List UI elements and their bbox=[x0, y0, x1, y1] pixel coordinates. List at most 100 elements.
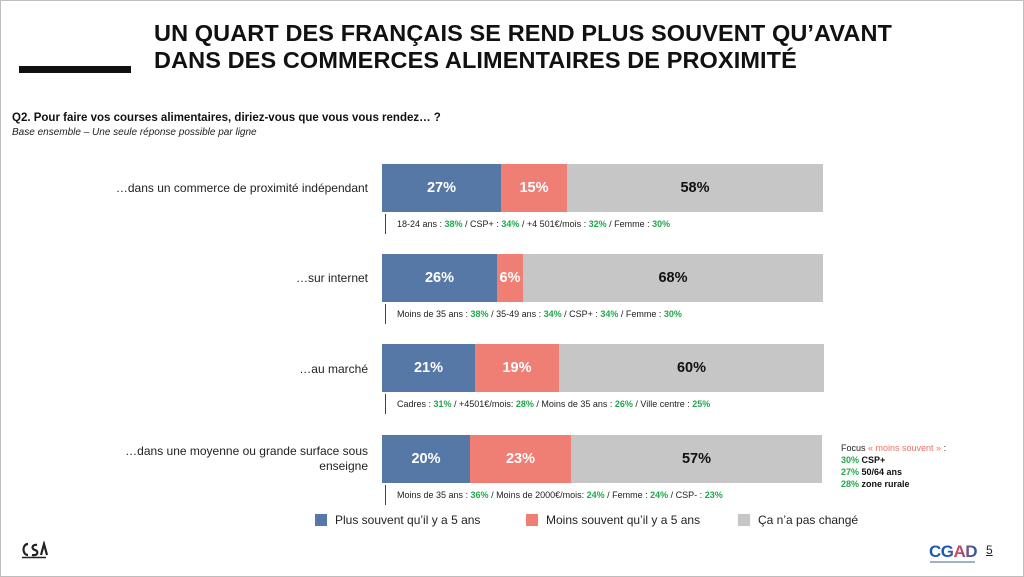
bar-segment: 27% bbox=[382, 164, 501, 212]
focus-heading-highlight: « moins souvent » bbox=[868, 443, 942, 453]
data-label: 15% bbox=[519, 180, 549, 196]
focus-line: 27% 50/64 ans bbox=[841, 466, 946, 478]
legend-label: Plus souvent qu’il y a 5 ans bbox=[335, 513, 481, 527]
bar-segment: 19% bbox=[475, 344, 559, 392]
focus-text: zone rurale bbox=[859, 479, 910, 489]
note-label: / CSP+ : bbox=[462, 219, 502, 229]
bar-segment: 21% bbox=[382, 344, 475, 392]
focus-text: 50/64 ans bbox=[859, 467, 903, 477]
focus-box: Focus « moins souvent » : 30% CSP+ 27% 5… bbox=[841, 442, 946, 490]
note-label: / Moins de 35 ans : bbox=[533, 399, 615, 409]
data-label: 6% bbox=[499, 270, 521, 286]
category-label: …dans un commerce de proximité indépenda… bbox=[115, 181, 368, 195]
note-value: 23% bbox=[704, 490, 723, 500]
note-value: 30% bbox=[652, 219, 671, 229]
note-label: 18-24 ans : bbox=[397, 219, 445, 229]
note-label: / +4501€/mois: bbox=[451, 399, 516, 409]
note-label: / Femme : bbox=[604, 490, 651, 500]
legend-label: Ça n’a pas changé bbox=[758, 513, 859, 527]
focus-line: 28% zone rurale bbox=[841, 478, 946, 490]
sub-group-note: Moins de 35 ans : 38% / 35-49 ans : 34% … bbox=[397, 309, 682, 319]
note-label: / Ville centre : bbox=[632, 399, 693, 409]
sub-group-note: Moins de 35 ans : 36% / Moins de 2000€/m… bbox=[397, 490, 723, 500]
data-label: 23% bbox=[505, 451, 536, 467]
bar-segment: 20% bbox=[382, 435, 470, 483]
note-label: / CSP- : bbox=[668, 490, 705, 500]
note-label: Moins de 35 ans : bbox=[397, 490, 471, 500]
data-label: 57% bbox=[681, 451, 712, 467]
note-label: / Femme : bbox=[618, 309, 664, 319]
data-label: 68% bbox=[658, 270, 688, 286]
note-value: 38% bbox=[470, 309, 489, 319]
legend-item-pas-change: Ça n’a pas changé bbox=[738, 513, 858, 527]
page-number: 5 bbox=[986, 543, 993, 557]
base-text: Base ensemble – Une seule réponse possib… bbox=[12, 127, 257, 138]
title-line-1: UN QUART DES FRANÇAIS SE REND PLUS SOUVE… bbox=[154, 20, 892, 46]
data-label: 26% bbox=[424, 270, 455, 286]
data-label: 60% bbox=[676, 360, 707, 376]
note-value: 25% bbox=[692, 399, 711, 409]
question-text: Q2. Pour faire vos courses alimentaires,… bbox=[12, 112, 441, 124]
note-value: 28% bbox=[515, 399, 534, 409]
legend-label: Moins souvent qu’il y a 5 ans bbox=[546, 513, 701, 527]
focus-heading-end: : bbox=[941, 443, 947, 453]
note-value: 34% bbox=[600, 309, 619, 319]
legend-item-moins-souvent: Moins souvent qu’il y a 5 ans bbox=[526, 513, 700, 527]
data-label: 20% bbox=[411, 451, 441, 467]
note-value: 24% bbox=[650, 490, 669, 500]
focus-text: CSP+ bbox=[859, 455, 886, 465]
title-line-2: DANS DES COMMERCES ALIMENTAIRES DE PROXI… bbox=[154, 47, 797, 73]
note-label: / 35-49 ans : bbox=[488, 309, 544, 319]
csa-logo bbox=[22, 541, 48, 559]
bar-segment: 15% bbox=[501, 164, 567, 212]
note-label: Cadres : bbox=[397, 399, 434, 409]
note-value: 34% bbox=[501, 219, 520, 229]
note-value: 36% bbox=[470, 490, 489, 500]
note-label: / Femme : bbox=[606, 219, 653, 229]
focus-value: 27% bbox=[841, 467, 860, 477]
legend-swatch bbox=[526, 514, 538, 526]
chart-legend: Plus souvent qu’il y a 5 ans Moins souve… bbox=[0, 513, 1024, 531]
note-tick bbox=[385, 214, 386, 234]
cgad-logo-tagline bbox=[930, 561, 975, 563]
focus-heading: Focus « moins souvent » : bbox=[841, 442, 946, 454]
bar-segment: 26% bbox=[382, 254, 497, 302]
category-label: …dans une moyenne ou grande surface sous… bbox=[125, 444, 368, 473]
data-label: 21% bbox=[413, 360, 444, 376]
note-value: 31% bbox=[433, 399, 452, 409]
bar-segment: 57% bbox=[571, 435, 822, 483]
note-value: 26% bbox=[614, 399, 633, 409]
note-value: 24% bbox=[586, 490, 605, 500]
cgad-logo: CGAD bbox=[929, 542, 978, 562]
category-label: …au marché bbox=[299, 362, 368, 376]
focus-value: 30% bbox=[841, 455, 860, 465]
note-value: 30% bbox=[663, 309, 682, 319]
sub-group-note: 18-24 ans : 38% / CSP+ : 34% / +4 501€/m… bbox=[397, 219, 670, 229]
note-tick bbox=[385, 304, 386, 324]
note-value: 32% bbox=[588, 219, 607, 229]
note-tick bbox=[385, 394, 386, 414]
note-tick bbox=[385, 485, 386, 505]
bar-segment: 58% bbox=[567, 164, 823, 212]
note-label: / Moins de 2000€/mois: bbox=[488, 490, 587, 500]
bar-segment: 6% bbox=[497, 254, 523, 302]
focus-value: 28% bbox=[841, 479, 860, 489]
focus-heading-start: Focus bbox=[841, 443, 869, 453]
note-label: Moins de 35 ans : bbox=[397, 309, 471, 319]
note-label: / +4 501€/mois : bbox=[519, 219, 589, 229]
bar-segment: 60% bbox=[559, 344, 824, 392]
note-label: / CSP+ : bbox=[561, 309, 601, 319]
sub-group-note: Cadres : 31% / +4501€/mois: 28% / Moins … bbox=[397, 399, 710, 409]
title-accent-rule bbox=[19, 66, 131, 73]
legend-item-plus-souvent: Plus souvent qu’il y a 5 ans bbox=[315, 513, 480, 527]
focus-line: 30% CSP+ bbox=[841, 454, 946, 466]
page-title: UN QUART DES FRANÇAIS SE REND PLUS SOUVE… bbox=[154, 20, 1004, 74]
note-value: 38% bbox=[444, 219, 463, 229]
bar-segment: 68% bbox=[523, 254, 823, 302]
legend-swatch bbox=[738, 514, 750, 526]
legend-swatch bbox=[315, 514, 327, 526]
data-label: 58% bbox=[680, 180, 710, 196]
data-label: 27% bbox=[426, 180, 457, 196]
bar-segment: 23% bbox=[470, 435, 571, 483]
cgad-logo-text: CGAD bbox=[929, 542, 978, 561]
